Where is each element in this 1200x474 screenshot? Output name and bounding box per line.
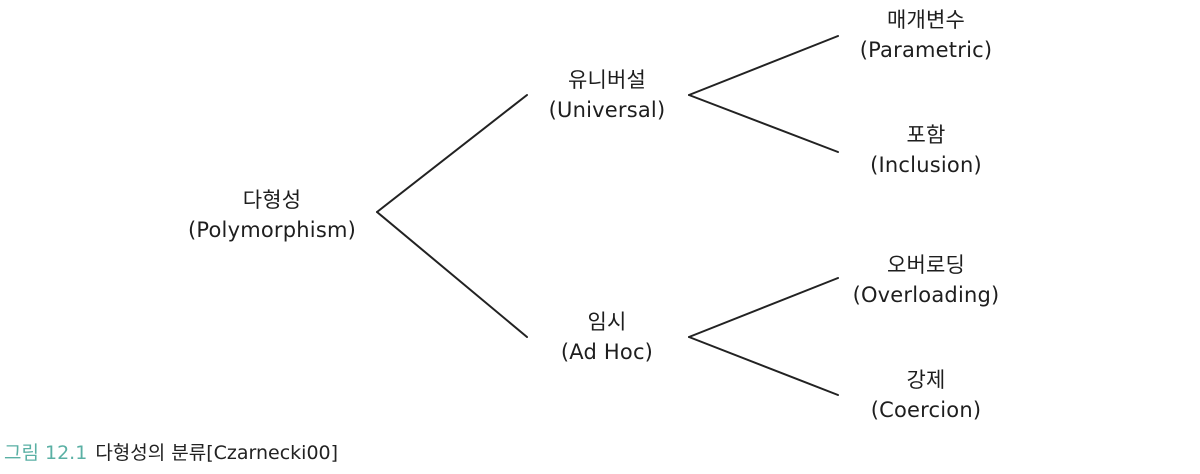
node-overloading-korean: 오버로딩 — [886, 253, 966, 277]
node-parametric-english: (Parametric) — [859, 38, 993, 62]
node-coercion-korean: 강제 — [906, 368, 946, 392]
node-coercion-english: (Coercion) — [870, 398, 982, 422]
edge-root-universal — [376, 94, 528, 213]
node-adhoc-english: (Ad Hoc) — [560, 340, 654, 364]
edge-adhoc-overloading — [688, 277, 839, 338]
figure-caption: 그림 12.1 다형성의 분류[Czarnecki00] — [4, 440, 338, 466]
node-inclusion-english: (Inclusion) — [870, 153, 982, 177]
edge-root-adhoc — [376, 211, 528, 338]
node-universal-korean: 유니버설 — [567, 68, 647, 92]
edge-universal-parametric — [688, 35, 839, 96]
edge-universal-inclusion — [688, 94, 839, 153]
node-inclusion: 포함 (Inclusion) — [816, 120, 1036, 180]
node-inclusion-korean: 포함 — [906, 123, 946, 147]
node-universal-english: (Universal) — [548, 98, 666, 122]
node-coercion: 강제 (Coercion) — [816, 365, 1036, 425]
node-polymorphism-english: (Polymorphism) — [187, 218, 357, 242]
figure-caption-text: 다형성의 분류[Czarnecki00] — [95, 442, 339, 464]
node-parametric: 매개변수 (Parametric) — [816, 5, 1036, 65]
node-universal: 유니버설 (Universal) — [497, 65, 717, 125]
node-overloading: 오버로딩 (Overloading) — [816, 250, 1036, 310]
node-polymorphism: 다형성 (Polymorphism) — [162, 185, 382, 245]
node-parametric-korean: 매개변수 — [886, 8, 966, 32]
figure-number: 그림 12.1 — [4, 442, 88, 464]
node-adhoc: 임시 (Ad Hoc) — [497, 307, 717, 367]
edge-adhoc-coercion — [688, 336, 839, 396]
node-adhoc-korean: 임시 — [587, 310, 627, 334]
node-overloading-english: (Overloading) — [852, 283, 1000, 307]
node-polymorphism-korean: 다형성 — [242, 188, 302, 212]
